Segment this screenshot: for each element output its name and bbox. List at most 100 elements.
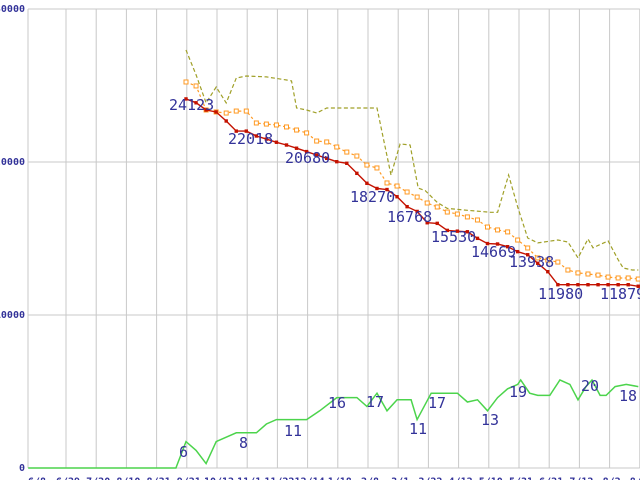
marker-average-price bbox=[374, 165, 380, 171]
x-tick-label: 9/21 bbox=[177, 476, 201, 480]
price-point-label: 11980 bbox=[538, 285, 583, 303]
marker-lowest-price bbox=[405, 204, 409, 209]
marker-average-price bbox=[364, 162, 370, 168]
marker-average-price bbox=[344, 149, 350, 155]
marker-lowest-price bbox=[345, 161, 349, 166]
marker-lowest-price bbox=[325, 156, 329, 161]
marker-average-price bbox=[454, 211, 460, 217]
x-tick-label: 11/1 bbox=[237, 476, 261, 480]
marker-average-price bbox=[535, 255, 541, 261]
marker-average-price bbox=[555, 259, 561, 265]
marker-lowest-price bbox=[435, 221, 439, 226]
marker-average-price bbox=[253, 120, 259, 126]
price-point-label: 20680 bbox=[285, 149, 330, 167]
marker-average-price bbox=[324, 139, 330, 145]
marker-lowest-price bbox=[566, 283, 570, 287]
marker-lowest-price bbox=[335, 159, 339, 164]
marker-lowest-price bbox=[294, 146, 299, 150]
price-point-label: 22018 bbox=[228, 130, 273, 148]
marker-average-price bbox=[273, 122, 279, 128]
x-tick-label: 5/10 bbox=[479, 476, 503, 480]
x-tick-label: 4/12 bbox=[449, 476, 473, 480]
marker-lowest-price bbox=[234, 129, 238, 133]
marker-lowest-price bbox=[556, 283, 560, 287]
marker-average-price bbox=[434, 204, 440, 210]
marker-lowest-price bbox=[375, 186, 379, 191]
marker-lowest-price bbox=[355, 171, 359, 176]
marker-average-price bbox=[505, 229, 511, 235]
marker-lowest-price bbox=[224, 119, 228, 123]
marker-average-price bbox=[625, 275, 631, 281]
y-tick-label: 0 bbox=[19, 463, 25, 474]
price-point-label: 13938 bbox=[509, 253, 554, 271]
marker-average-price bbox=[384, 180, 390, 186]
count-point-label: 19 bbox=[509, 383, 527, 401]
marker-lowest-price bbox=[606, 283, 610, 287]
count-point-label: 6 bbox=[179, 443, 188, 461]
marker-lowest-price bbox=[194, 101, 198, 105]
marker-average-price bbox=[635, 276, 640, 282]
x-tick-label: 1/18 bbox=[328, 476, 352, 480]
price-point-label: 24123 bbox=[169, 96, 214, 114]
marker-lowest-price bbox=[385, 187, 389, 192]
marker-average-price bbox=[464, 214, 470, 220]
marker-lowest-price bbox=[395, 195, 399, 199]
y-tick-label: 20000 bbox=[0, 157, 25, 168]
marker-average-price bbox=[284, 124, 289, 130]
x-tick-label: 3/22 bbox=[418, 476, 442, 480]
marker-average-price bbox=[525, 245, 531, 251]
price-point-label: 14669 bbox=[471, 243, 516, 261]
marker-lowest-price bbox=[314, 153, 319, 157]
marker-average-price bbox=[585, 271, 591, 277]
x-tick-label: 10/12 bbox=[204, 476, 234, 480]
marker-lowest-price bbox=[636, 284, 640, 288]
marker-lowest-price bbox=[244, 129, 248, 133]
count-point-label: 16 bbox=[328, 394, 346, 412]
x-tick-label: 11/22 bbox=[264, 476, 294, 480]
marker-average-price bbox=[263, 121, 269, 127]
y-tick-label: 30000 bbox=[0, 4, 25, 15]
marker-lowest-price bbox=[616, 283, 620, 287]
marker-lowest-price bbox=[536, 261, 540, 265]
marker-average-price bbox=[304, 130, 310, 136]
price-point-label: 15530 bbox=[431, 228, 476, 246]
marker-lowest-price bbox=[546, 270, 550, 274]
x-tick-label: 8/10 bbox=[116, 476, 140, 480]
x-tick-label: 6/8 bbox=[28, 476, 46, 480]
marker-average-price bbox=[414, 194, 420, 200]
x-tick-label: 6/21 bbox=[539, 476, 563, 480]
marker-average-price bbox=[334, 144, 340, 150]
marker-lowest-price bbox=[495, 242, 500, 246]
x-tick-label: 2/8 bbox=[361, 476, 379, 480]
marker-lowest-price bbox=[626, 283, 630, 287]
marker-lowest-price bbox=[425, 221, 429, 225]
x-tick-label: 12/14 bbox=[295, 476, 325, 480]
x-tick-label: 8/23 bbox=[630, 476, 640, 480]
marker-lowest-price bbox=[274, 140, 279, 144]
marker-average-price bbox=[565, 267, 571, 273]
count-point-label: 17 bbox=[428, 394, 446, 412]
marker-lowest-price bbox=[415, 209, 419, 214]
marker-average-price bbox=[515, 237, 521, 243]
marker-average-price bbox=[233, 108, 239, 114]
marker-average-price bbox=[485, 224, 490, 230]
y-tick-label: 10000 bbox=[0, 310, 25, 321]
marker-lowest-price bbox=[485, 241, 490, 246]
marker-average-price bbox=[575, 270, 581, 276]
marker-average-price bbox=[404, 189, 410, 195]
price-point-label: 16768 bbox=[387, 208, 432, 226]
marker-average-price bbox=[474, 217, 480, 223]
marker-average-price bbox=[424, 200, 430, 206]
marker-average-price bbox=[444, 209, 450, 215]
marker-lowest-price bbox=[596, 283, 600, 287]
series-line-highest-price bbox=[185, 49, 639, 271]
marker-lowest-price bbox=[214, 110, 218, 114]
marker-lowest-price bbox=[264, 137, 269, 141]
marker-average-price bbox=[294, 127, 300, 133]
x-tick-label: 3/1 bbox=[391, 476, 409, 480]
marker-average-price bbox=[545, 257, 551, 263]
marker-lowest-price bbox=[304, 149, 309, 154]
marker-lowest-price bbox=[526, 253, 530, 257]
